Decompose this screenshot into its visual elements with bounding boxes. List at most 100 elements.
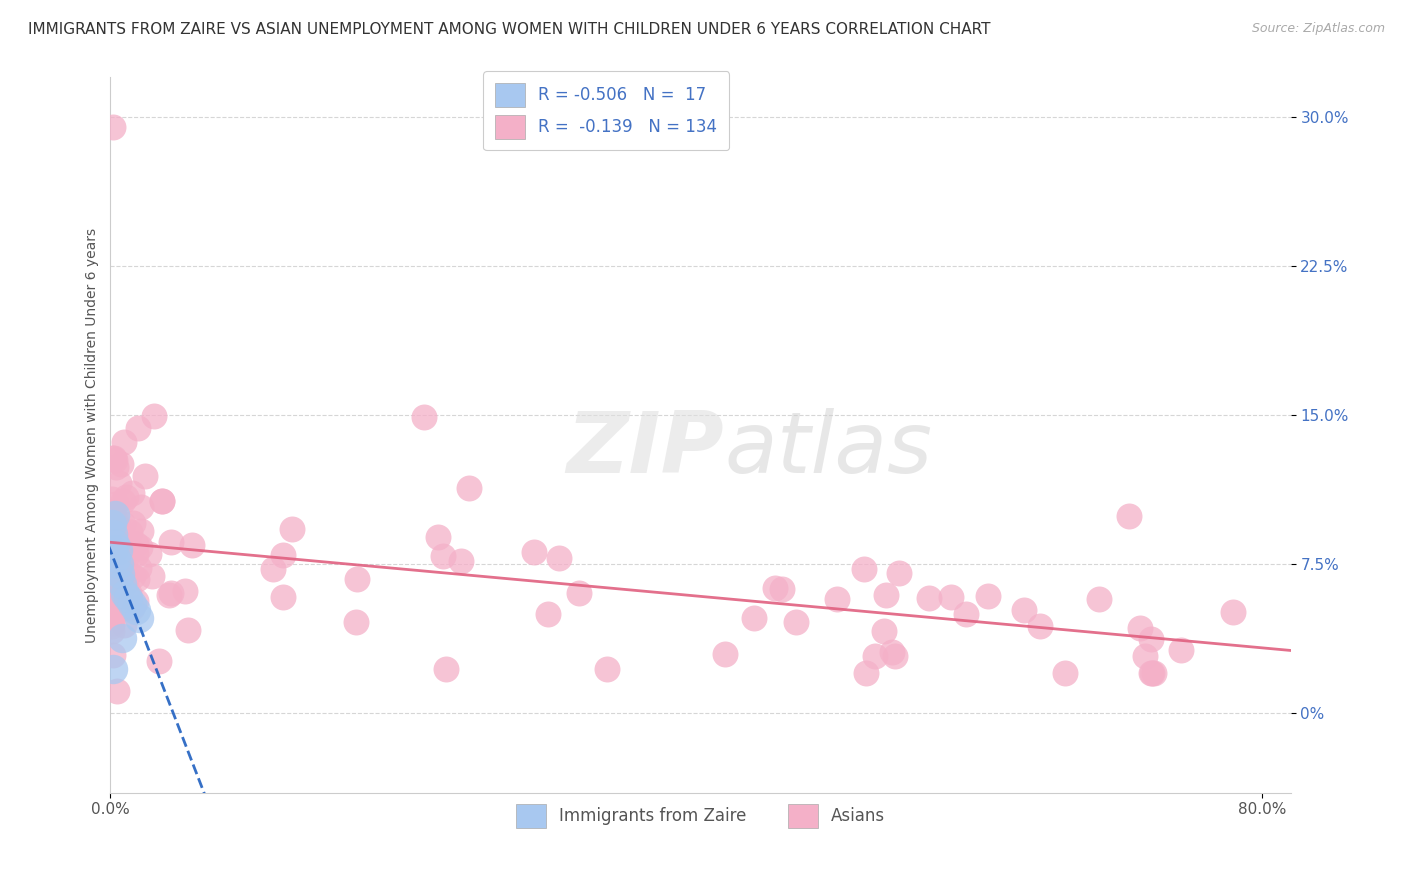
Point xyxy=(117,591,139,605)
Point xyxy=(115,490,138,504)
Point xyxy=(101,549,124,563)
Point xyxy=(105,560,128,574)
Point xyxy=(107,519,129,533)
Point xyxy=(127,421,149,435)
Point xyxy=(432,549,454,563)
Point xyxy=(1012,603,1035,617)
Point xyxy=(101,492,124,507)
Point xyxy=(112,435,135,450)
Point xyxy=(523,544,546,558)
Point xyxy=(115,544,138,558)
Point xyxy=(114,587,136,601)
Point xyxy=(1053,666,1076,681)
Point xyxy=(103,450,125,465)
Point xyxy=(120,524,142,539)
Point xyxy=(143,409,166,424)
Y-axis label: Unemployment Among Women with Children Under 6 years: Unemployment Among Women with Children U… xyxy=(86,227,100,642)
Point xyxy=(882,645,904,659)
Point xyxy=(103,509,125,524)
Point xyxy=(112,517,135,532)
Point xyxy=(875,588,897,602)
Point xyxy=(160,585,183,599)
Point xyxy=(568,586,591,600)
Point xyxy=(111,577,134,591)
Point xyxy=(105,550,128,565)
Point xyxy=(107,520,129,534)
Point xyxy=(125,547,148,561)
Point xyxy=(118,586,141,600)
Point xyxy=(121,597,143,611)
Point xyxy=(104,558,127,572)
Point xyxy=(101,517,124,532)
Point xyxy=(103,527,125,541)
Point xyxy=(101,451,124,466)
Point xyxy=(1170,642,1192,657)
Point xyxy=(262,562,284,576)
Point xyxy=(101,619,124,633)
Point xyxy=(344,615,367,629)
Point xyxy=(865,648,887,663)
Point xyxy=(273,591,295,605)
Point xyxy=(852,561,875,575)
Point xyxy=(159,535,181,549)
Point xyxy=(103,566,125,581)
Point xyxy=(548,550,571,565)
Point xyxy=(918,591,941,606)
Point xyxy=(271,549,294,563)
Point xyxy=(855,666,877,681)
Text: Source: ZipAtlas.com: Source: ZipAtlas.com xyxy=(1251,22,1385,36)
Point xyxy=(346,572,368,586)
Point xyxy=(105,555,128,569)
Point xyxy=(105,551,128,566)
Point xyxy=(107,590,129,604)
Point xyxy=(121,486,143,500)
Point xyxy=(115,535,138,549)
Point xyxy=(121,600,143,615)
Point xyxy=(150,494,173,508)
Point xyxy=(108,534,131,549)
Point xyxy=(101,648,124,663)
Text: ZIP: ZIP xyxy=(567,408,724,491)
Point xyxy=(115,550,138,565)
Point xyxy=(101,592,124,607)
Point xyxy=(101,505,124,519)
Point xyxy=(115,537,138,551)
Point xyxy=(977,589,1000,603)
Point xyxy=(104,537,127,551)
Point xyxy=(103,663,125,677)
Point xyxy=(101,540,124,554)
Point xyxy=(939,591,962,605)
Point xyxy=(107,543,129,558)
Point xyxy=(1118,508,1140,523)
Point xyxy=(174,584,197,599)
Point xyxy=(887,566,910,580)
Point xyxy=(112,494,135,508)
Point xyxy=(1142,666,1164,681)
Point xyxy=(115,570,138,584)
Point xyxy=(157,589,180,603)
Point xyxy=(181,538,204,552)
Point xyxy=(1088,592,1111,607)
Point xyxy=(427,530,450,544)
Point xyxy=(103,452,125,467)
Point xyxy=(103,583,125,598)
Point xyxy=(125,593,148,607)
Point xyxy=(125,537,148,551)
Point xyxy=(128,540,150,554)
Point xyxy=(596,662,619,676)
Point xyxy=(108,475,131,490)
Point xyxy=(450,554,472,568)
Point xyxy=(281,522,304,536)
Point xyxy=(111,567,134,582)
Point xyxy=(1135,649,1157,664)
Point xyxy=(111,553,134,567)
Point xyxy=(537,607,560,621)
Point xyxy=(129,524,152,538)
Text: IMMIGRANTS FROM ZAIRE VS ASIAN UNEMPLOYMENT AMONG WOMEN WITH CHILDREN UNDER 6 YE: IMMIGRANTS FROM ZAIRE VS ASIAN UNEMPLOYM… xyxy=(28,22,991,37)
Point xyxy=(110,457,132,471)
Point xyxy=(457,481,479,495)
Point xyxy=(101,537,124,551)
Point xyxy=(103,528,125,542)
Point xyxy=(872,624,894,639)
Point xyxy=(148,654,170,668)
